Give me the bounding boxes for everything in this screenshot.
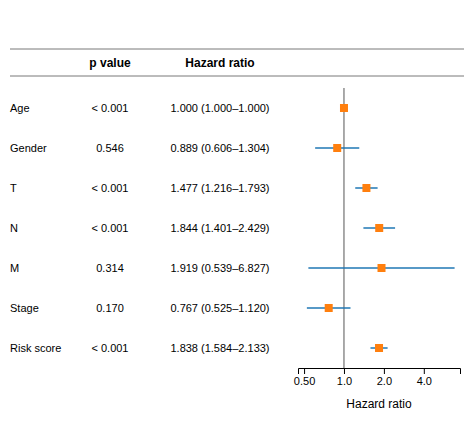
hr-marker (325, 304, 333, 312)
column-header: p value (89, 56, 131, 70)
hr-marker (362, 184, 370, 192)
hr-marker (375, 224, 383, 232)
hr-marker (375, 344, 383, 352)
x-axis: 0.50 1.0 2.0 4.0 (294, 368, 461, 387)
header-rule (10, 49, 464, 50)
table-cell: 1.919 (0.539–6.827) (170, 262, 269, 274)
chart-container: p value < 0.001 0.546 < 0.001 < 0.001 0.314 0.… (0, 0, 474, 422)
table-cell: < 0.001 (91, 342, 128, 354)
tick-label: 0.50 (294, 375, 315, 387)
hr-marker (340, 104, 348, 112)
tick-mark (384, 368, 385, 374)
tick: 1.0 (337, 368, 352, 387)
row-label: M (10, 262, 19, 274)
column-header: Hazard ratio (185, 56, 254, 70)
tick: 2.0 (377, 368, 392, 387)
axis-line (299, 369, 461, 375)
tick-mark (344, 368, 345, 374)
table-cell: 0.170 (96, 302, 124, 314)
table-cell: < 0.001 (91, 102, 128, 114)
tick-mark (424, 368, 425, 374)
marks (307, 88, 455, 368)
row-label: Age (10, 102, 30, 114)
table-cell: 0.767 (0.525–1.120) (170, 302, 269, 314)
table-cell: < 0.001 (91, 182, 128, 194)
table-cell: 1.477 (1.216–1.793) (170, 182, 269, 194)
tick-mark (304, 368, 305, 374)
row-label: Gender (10, 142, 47, 154)
table-cell: 0.889 (0.606–1.304) (170, 142, 269, 154)
table-cell: 0.314 (96, 262, 124, 274)
hr-marker (378, 264, 386, 272)
table: p value < 0.001 0.546 < 0.001 < 0.001 0.314 0.… (10, 56, 270, 354)
tick-label: 2.0 (377, 375, 392, 387)
x-axis-title: Hazard ratio (346, 397, 412, 411)
tick-label: 1.0 (337, 375, 352, 387)
table-cell: 1.838 (1.584–2.133) (170, 342, 269, 354)
chart-svg: p value < 0.001 0.546 < 0.001 < 0.001 0.314 0.… (0, 0, 474, 422)
tick-label: 4.0 (417, 375, 432, 387)
table-cell: < 0.001 (91, 222, 128, 234)
table-cell: 1.000 (1.000–1.000) (170, 102, 269, 114)
hr-marker (333, 144, 341, 152)
row-label: T (10, 182, 17, 194)
tick: 0.50 (294, 368, 315, 387)
row-label: Stage (10, 302, 39, 314)
table-cell: 1.844 (1.401–2.429) (170, 222, 269, 234)
table-cell: 0.546 (96, 142, 124, 154)
reference-line (343, 88, 344, 368)
row-label: N (10, 222, 18, 234)
header-rule (10, 76, 464, 77)
header-lines (10, 49, 464, 76)
row-label: Risk score (10, 342, 61, 354)
tick: 4.0 (417, 368, 432, 387)
